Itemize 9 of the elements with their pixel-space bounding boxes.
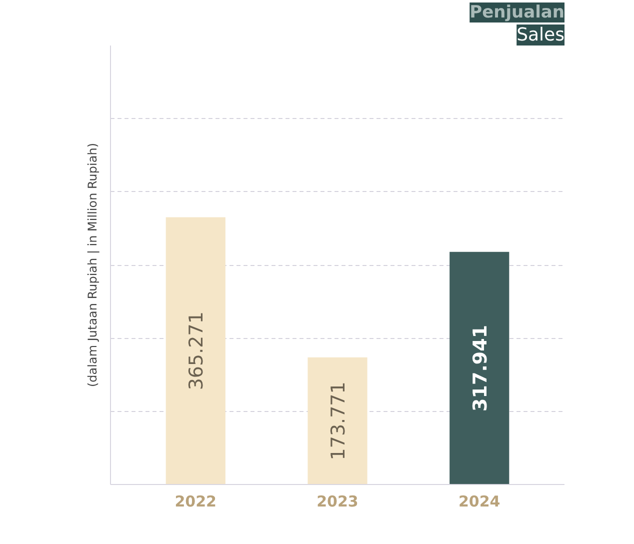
x-tick-label: 2024: [458, 492, 500, 510]
x-tick-label: 2022: [174, 492, 216, 510]
data-label: 317.941: [469, 324, 492, 412]
chart-subtitle: Sales: [516, 24, 565, 46]
x-tick-label: 2023: [316, 492, 358, 510]
data-label: 365.271: [186, 312, 208, 390]
chart-title: Penjualan: [470, 2, 565, 22]
y-axis-title: (dalam Jutaan Rupiah | in Million Rupiah): [86, 142, 100, 388]
data-label: 173.771: [328, 382, 350, 460]
